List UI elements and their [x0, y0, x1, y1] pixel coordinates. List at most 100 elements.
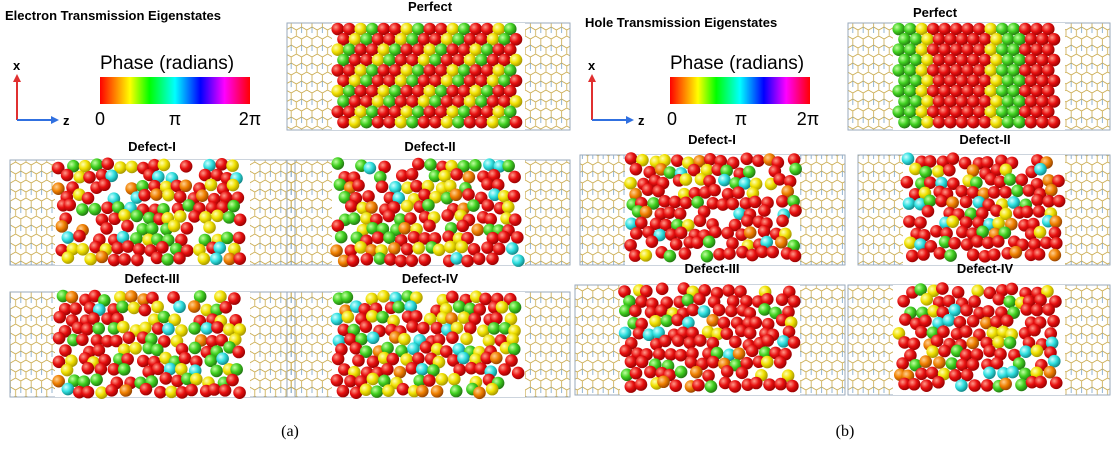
atom [205, 179, 218, 192]
atom [642, 183, 655, 196]
atom [899, 313, 912, 326]
atom [687, 304, 700, 317]
atom [118, 363, 131, 376]
atom [944, 116, 957, 129]
atom [487, 116, 500, 129]
atom [703, 236, 716, 249]
structure-image [287, 23, 570, 130]
atom [82, 386, 95, 399]
atom [216, 158, 229, 171]
atom [917, 248, 930, 261]
atom [345, 200, 358, 213]
atom [450, 168, 463, 181]
atom [920, 379, 933, 392]
atom [968, 379, 981, 392]
atom [423, 219, 436, 232]
atom [82, 192, 95, 205]
atom [988, 248, 1001, 261]
atom [788, 336, 801, 349]
atom [490, 352, 503, 365]
atom [1003, 295, 1016, 308]
atom [903, 215, 916, 228]
atom [943, 164, 956, 177]
atom [636, 356, 649, 369]
atom [789, 250, 802, 263]
atom [744, 327, 757, 340]
atom [708, 184, 721, 197]
atom [669, 379, 682, 392]
atom [982, 305, 995, 318]
atom [1031, 304, 1044, 317]
atom [101, 157, 114, 170]
atom [482, 199, 495, 212]
atom [342, 311, 355, 324]
atom [388, 242, 401, 255]
atom [921, 116, 934, 129]
arrow-head [588, 74, 596, 82]
atom [154, 386, 167, 399]
atom [372, 231, 385, 244]
image-label: Defect-I [128, 139, 176, 154]
atom [405, 254, 418, 267]
atom [223, 211, 236, 224]
atom [960, 304, 973, 317]
image-label: Defect-IV [402, 271, 459, 286]
atom [971, 285, 984, 298]
atom [629, 305, 642, 318]
atom [999, 378, 1012, 391]
atom [234, 213, 247, 226]
atom [420, 341, 433, 354]
atom [993, 293, 1006, 306]
atom [718, 174, 731, 187]
atom [77, 243, 90, 256]
image-label: Defect-I [688, 132, 736, 147]
atom [188, 210, 201, 223]
colorbar-tick: 2π [797, 109, 819, 129]
atom [718, 317, 731, 330]
atom [931, 335, 944, 348]
atom [789, 204, 802, 217]
atom [450, 188, 463, 201]
atom [967, 315, 980, 328]
atom [749, 196, 762, 209]
figure: Electron Transmission EigenstatesPhase (… [0, 0, 1115, 451]
atom [128, 302, 141, 315]
atom [671, 154, 684, 167]
atom [62, 383, 75, 396]
atom [1015, 174, 1028, 187]
atom [337, 116, 350, 129]
atom [446, 331, 459, 344]
atom [488, 322, 501, 335]
atom [924, 195, 937, 208]
atom [162, 189, 175, 202]
atom [219, 384, 232, 397]
atom [188, 300, 201, 313]
atom [1049, 249, 1062, 262]
atom [671, 314, 684, 327]
atom [221, 232, 234, 245]
atom [196, 189, 209, 202]
atom [758, 303, 771, 316]
atom [352, 179, 365, 192]
atom [1028, 324, 1041, 337]
atom [62, 251, 75, 264]
atom [69, 302, 82, 315]
atom [649, 315, 662, 328]
atom [173, 252, 186, 265]
atom [469, 159, 482, 172]
atom [486, 383, 499, 396]
atom [89, 203, 102, 216]
atom [473, 387, 486, 400]
panel-title: Electron Transmission Eigenstates [5, 8, 221, 23]
atom [372, 116, 385, 129]
structure-image [287, 157, 570, 267]
atom [948, 237, 961, 250]
atom [906, 250, 919, 263]
atom [360, 116, 373, 129]
atom [233, 252, 246, 265]
atom [967, 249, 980, 262]
atom [902, 153, 915, 166]
atom [1050, 215, 1063, 228]
atom [129, 342, 142, 355]
atom [1010, 246, 1023, 259]
